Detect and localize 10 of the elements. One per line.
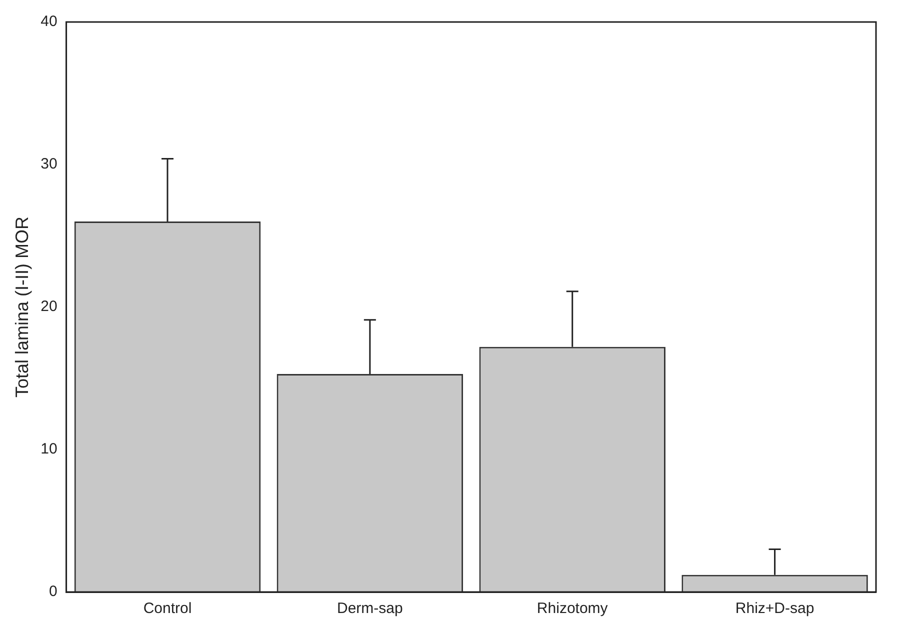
y-tick-label: 30 [40,156,58,173]
x-tick-label: Rhizotomy [536,600,608,618]
y-tick-label: 20 [40,298,58,316]
x-tick-label: Rhiz+D-sap [735,600,814,618]
x-tick-label: Control [143,600,192,618]
y-tick-label: 10 [40,440,58,458]
x-tick-label: Derm-sap [337,600,403,618]
y-tick-label: 0 [48,583,58,600]
y-tick-label: 40 [40,13,58,30]
y-axis-title: Total lamina (I-II) MOR [12,216,32,398]
